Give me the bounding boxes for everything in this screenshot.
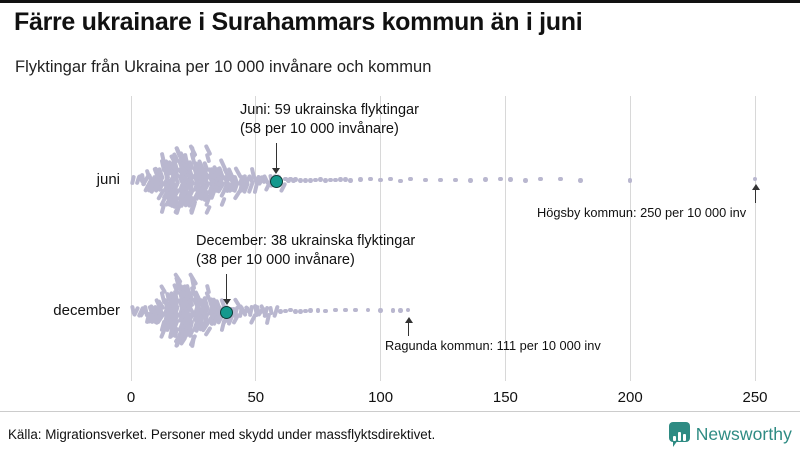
data-point: [298, 308, 304, 314]
data-point: [752, 176, 758, 182]
data-point: [293, 308, 299, 314]
data-point: [278, 309, 284, 314]
gridline-50: [255, 96, 257, 381]
data-point: [368, 176, 373, 182]
data-point: [285, 178, 291, 184]
category-label-december: december: [53, 302, 120, 319]
data-point: [523, 177, 528, 183]
data-point: [308, 177, 313, 183]
source-note: Källa: Migrationsverket. Personer med sk…: [8, 427, 436, 442]
data-point: [288, 176, 294, 182]
gridline-200: [629, 96, 631, 381]
top-rule: [0, 0, 800, 3]
data-point: [498, 176, 503, 182]
gridline-150: [504, 96, 506, 381]
data-point: [328, 177, 333, 183]
footer-rule: [0, 411, 800, 412]
data-point: [348, 178, 353, 183]
data-point: [219, 196, 228, 208]
data-point: [303, 308, 308, 314]
data-point: [388, 176, 393, 182]
data-point: [338, 177, 343, 182]
data-point: [508, 177, 513, 182]
data-point: [423, 177, 428, 183]
data-point: [283, 308, 289, 314]
annotation-ragunda: Ragunda kommun: 111 per 10 000 inv: [385, 338, 601, 353]
data-point: [323, 308, 328, 314]
data-point: [390, 308, 396, 313]
data-point: [378, 308, 383, 313]
category-label-juni: juni: [96, 171, 120, 188]
x-tick-150: 150: [492, 389, 518, 406]
annotation-juni-line1: Juni: 59 ukrainska flyktingar: [240, 102, 419, 118]
data-point: [288, 307, 294, 313]
annotation-december-line2: (38 per 10 000 invånare): [196, 251, 355, 268]
data-point: [538, 176, 543, 182]
data-point: [577, 177, 583, 183]
x-tick-200: 200: [617, 389, 643, 406]
data-point: [308, 308, 313, 313]
x-tick-250: 250: [742, 389, 768, 406]
brand-name: Newsworthy: [695, 423, 792, 444]
data-point: [468, 178, 473, 183]
annotation-december-line1: December: 38 ukrainska flyktingar: [196, 233, 416, 249]
data-point: [303, 178, 308, 183]
data-point: [398, 308, 403, 313]
data-point: [323, 178, 328, 183]
data-point: [378, 177, 383, 183]
data-point: [405, 307, 411, 313]
data-point: [343, 176, 348, 182]
data-point: [358, 177, 363, 182]
gridline-250: [754, 96, 756, 381]
data-point: [398, 178, 403, 184]
data-point: [205, 283, 212, 295]
x-tick-50: 50: [247, 389, 265, 406]
gridline-100: [380, 96, 382, 381]
data-point: [283, 176, 289, 182]
data-point: [190, 335, 197, 349]
data-point: [453, 177, 458, 183]
data-point: [293, 177, 299, 182]
data-point: [438, 177, 443, 183]
chart-title: Färre ukrainare i Surahammars kommun än …: [14, 8, 583, 36]
data-point: [558, 176, 563, 182]
annotation-december: December: 38 ukrainska flyktingar (38 pe…: [196, 232, 415, 269]
data-point: [188, 271, 199, 286]
data-point: [365, 307, 371, 313]
data-point: [483, 177, 488, 182]
data-point: [353, 307, 358, 313]
data-point: [343, 307, 348, 313]
data-point: [318, 177, 323, 182]
data-point: [315, 308, 321, 313]
plot-area: [0, 96, 800, 381]
data-point: [333, 307, 338, 313]
gridline-0: [130, 96, 132, 381]
data-point: [408, 176, 413, 182]
annotation-juni-line2: (58 per 10 000 invånare): [240, 120, 399, 137]
newsworthy-logo: Newsworthy: [668, 421, 792, 447]
data-point: [290, 178, 296, 183]
data-point: [298, 178, 304, 183]
data-point: [313, 177, 318, 183]
chart-subtitle: Flyktingar från Ukraina per 10 000 invån…: [15, 58, 432, 76]
annotation-hogsby: Högsby kommun: 250 per 10 000 inv: [537, 205, 747, 220]
bar-chart-logo-icon: [668, 421, 690, 447]
x-tick-100: 100: [368, 389, 394, 406]
highlight-point-december: [220, 305, 234, 319]
highlight-point-juni: [270, 174, 284, 188]
data-point: [627, 178, 633, 183]
data-point: [333, 177, 338, 183]
x-tick-0: 0: [126, 389, 136, 406]
annotation-juni: Juni: 59 ukrainska flyktingar (58 per 10…: [240, 101, 419, 138]
